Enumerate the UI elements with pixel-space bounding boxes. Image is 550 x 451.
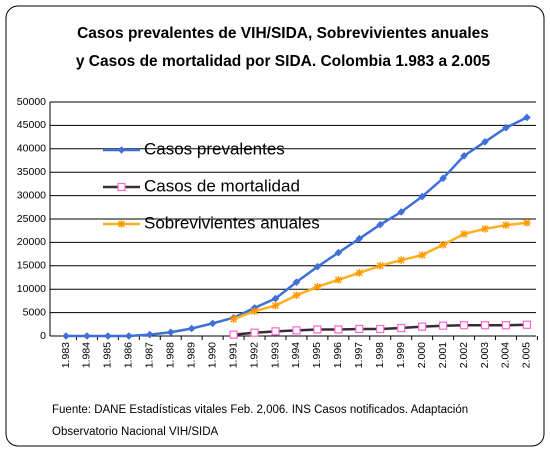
marker [208,319,217,328]
y-tick-label: 40000 [17,143,46,155]
marker [313,262,322,271]
marker [523,218,531,227]
x-tick-label: 1.993 [269,342,281,368]
marker [271,327,280,336]
marker [418,192,426,201]
x-tick-label: 1.996 [332,342,344,368]
legend-marker [117,146,126,154]
marker [125,332,133,340]
marker [502,123,510,132]
marker [250,328,259,337]
x-tick-label: 1.983 [60,342,72,368]
note: Fuente: DANE Estadísticas vitales Feb. 2… [52,404,468,416]
marker [313,325,322,334]
legend-marker [117,182,126,192]
marker [292,326,301,335]
marker [418,322,427,331]
marker [439,240,447,249]
marker [481,137,489,146]
marker [334,248,343,257]
marker [313,283,322,291]
marker [271,301,280,310]
x-tick-label: 2.001 [437,342,449,368]
y-tick-label: 30000 [17,189,46,201]
y-tick-label: 15000 [17,260,46,272]
marker [439,174,447,183]
marker [83,332,91,340]
marker [439,321,448,330]
marker [62,332,70,340]
marker [146,330,154,339]
marker [355,269,364,277]
legend-label: Casos prevalentes [144,139,285,158]
marker [460,230,468,238]
x-tick-label: 1.989 [185,342,197,368]
marker [397,323,406,333]
marker [522,320,532,329]
marker [355,234,364,243]
marker [334,325,343,334]
y-tick-label: 25000 [17,213,46,225]
x-tick-label: 2.004 [500,342,512,368]
marker [292,291,301,300]
legend-label: Sobrevivientes anuales [144,213,320,232]
marker [271,294,280,303]
marker [459,321,469,330]
note: Observatorio Nacional VIH/SIDA [52,426,219,438]
marker [292,278,301,286]
chart-title: y Casos de mortalidad por SIDA. Colombia… [76,53,491,70]
y-tick-label: 5000 [23,306,47,318]
marker [418,251,426,259]
x-tick-label: 2.005 [521,342,533,368]
marker [229,315,238,323]
marker [397,208,405,216]
marker [501,321,511,330]
marker [481,225,489,233]
y-tick-label: 35000 [17,166,46,178]
y-tick-label: 50000 [17,96,46,108]
x-tick-label: 2.003 [479,342,491,368]
chart-title: Casos prevalentes de VIH/SIDA, Sobrevivi… [77,25,489,42]
marker [397,256,405,264]
marker [376,220,385,229]
marker [480,321,490,330]
x-tick-label: 1.984 [81,342,93,368]
marker [376,324,385,334]
x-tick-label: 1.992 [248,342,260,368]
x-tick-label: 1.991 [227,342,239,368]
legend-label: Casos de mortalidad [144,176,300,195]
marker [355,324,364,334]
marker [229,330,238,339]
x-tick-label: 2.000 [416,342,428,368]
x-tick-label: 1.987 [144,342,156,368]
y-tick-label: 10000 [17,283,46,295]
y-tick-label: 45000 [17,119,46,131]
y-tick-label: 20000 [17,236,46,248]
marker [523,113,531,122]
x-tick-label: 1.985 [102,342,114,368]
x-tick-label: 1.988 [165,342,177,368]
x-tick-label: 1.998 [374,342,386,368]
marker [460,152,468,160]
marker [376,262,385,270]
x-tick-label: 1.997 [353,342,365,368]
y-tick-label: 0 [40,330,46,342]
marker [166,328,175,337]
x-tick-label: 2.002 [458,342,470,368]
marker [104,332,112,340]
marker [334,276,343,284]
x-tick-label: 1.999 [395,342,407,368]
x-tick-label: 1.990 [206,342,218,368]
x-tick-label: 1.994 [290,342,302,368]
marker [250,307,259,315]
x-tick-label: 1.995 [311,342,323,368]
legend-marker [117,220,126,228]
marker [187,324,196,333]
marker [502,221,510,229]
x-tick-label: 1.986 [123,342,135,368]
